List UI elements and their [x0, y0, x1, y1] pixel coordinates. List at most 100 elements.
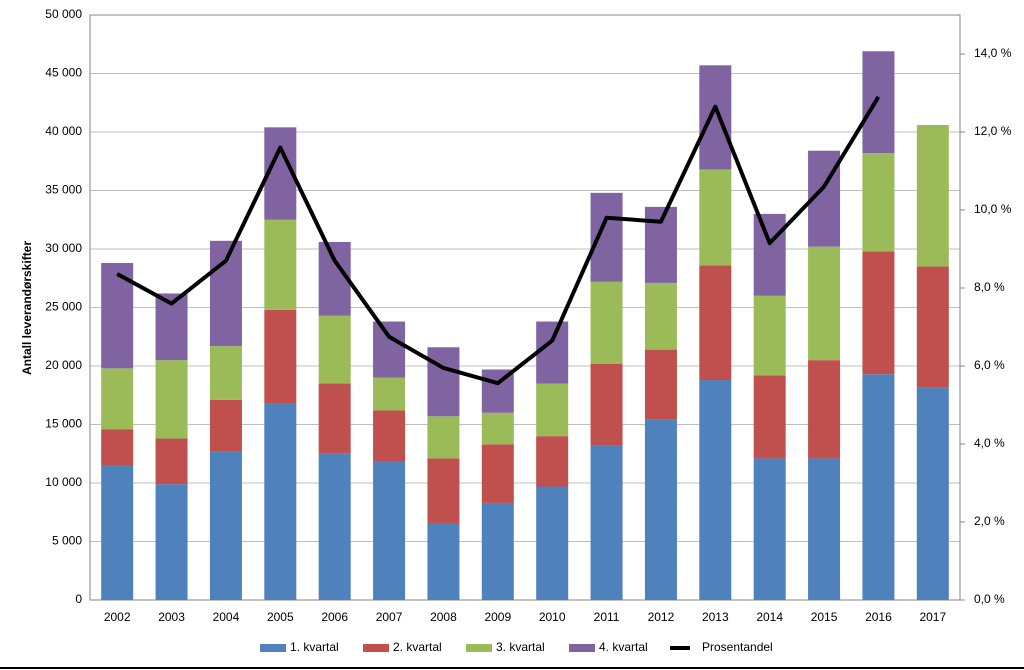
y-tick-label: 20 000	[45, 358, 82, 372]
bar	[264, 403, 297, 600]
x-tick-label: 2016	[865, 610, 892, 624]
x-tick-label: 2017	[919, 610, 946, 624]
y-tick-label: 25 000	[45, 300, 82, 314]
x-tick-label: 2011	[594, 610, 620, 624]
legend-label: 1. kvartal	[290, 640, 339, 654]
bar	[318, 453, 351, 600]
x-tick-label: 2007	[376, 610, 403, 624]
y2-tick-label: 8,0 %	[974, 280, 1005, 294]
bar	[590, 445, 623, 600]
legend-swatch	[363, 644, 389, 652]
y2-tick-label: 0,0 %	[974, 592, 1005, 606]
x-tick-label: 2005	[267, 610, 294, 624]
legend-swatch	[466, 644, 492, 652]
y2-tick-label: 4,0 %	[974, 436, 1005, 450]
bar	[318, 383, 351, 454]
bar	[155, 438, 188, 485]
bar	[155, 360, 188, 439]
bar	[101, 429, 134, 466]
bar	[916, 124, 949, 267]
bar	[427, 347, 460, 417]
y2-tick-label: 6,0 %	[974, 358, 1005, 372]
bar	[536, 383, 569, 437]
legend-label: 2. kvartal	[393, 640, 442, 654]
legend-swatch	[260, 644, 286, 652]
bar	[808, 458, 841, 600]
x-tick-label: 2003	[158, 610, 185, 624]
legend-label: 4. kvartal	[599, 640, 648, 654]
line	[116, 95, 881, 386]
bar	[590, 192, 623, 282]
y-tick-label: 5 000	[52, 534, 82, 548]
bar	[916, 387, 949, 600]
bar	[101, 368, 134, 430]
x-tick-label: 2012	[648, 610, 675, 624]
bar	[209, 346, 242, 400]
y2-tick-label: 12,0 %	[974, 124, 1012, 138]
bar	[862, 374, 895, 600]
bar	[536, 321, 569, 384]
y-tick-label: 40 000	[45, 124, 82, 138]
bar	[808, 246, 841, 361]
bar	[209, 399, 242, 452]
x-tick-label: 2004	[213, 610, 240, 624]
x-tick-label: 2008	[430, 610, 457, 624]
bar	[427, 416, 460, 459]
bar	[209, 451, 242, 600]
legend-label: 3. kvartal	[496, 640, 545, 654]
y2-tick-label: 14,0 %	[974, 46, 1012, 60]
bar	[481, 412, 514, 445]
bar	[318, 315, 351, 384]
bar	[590, 281, 623, 364]
bar	[644, 349, 677, 420]
bar	[536, 436, 569, 487]
bar	[699, 169, 732, 266]
y-axis-title: Antall leverandørskifter	[20, 241, 34, 375]
bar	[373, 377, 406, 411]
plot-frame	[89, 14, 961, 601]
bar	[264, 309, 297, 404]
y-tick-label: 10 000	[45, 475, 82, 489]
x-tick-label: 2014	[756, 610, 783, 624]
y-tick-label: 30 000	[45, 241, 82, 255]
y-tick-label: 35 000	[45, 183, 82, 197]
x-tick-label: 2013	[702, 610, 729, 624]
x-tick-label: 2002	[104, 610, 131, 624]
legend-label: Prosentandel	[702, 640, 773, 654]
bar	[862, 51, 895, 154]
bar	[753, 295, 786, 376]
bar	[536, 486, 569, 600]
bar	[753, 213, 786, 296]
x-tick-label: 2010	[539, 610, 566, 624]
bar	[699, 65, 732, 170]
bar	[644, 419, 677, 600]
bar	[862, 251, 895, 375]
bar	[427, 458, 460, 524]
legend-swatch	[569, 644, 595, 652]
bar	[808, 360, 841, 459]
y-tick-label: 15 000	[45, 417, 82, 431]
x-tick-label: 2015	[811, 610, 838, 624]
y-tick-label: 50 000	[45, 7, 82, 21]
bar	[373, 410, 406, 462]
bar	[264, 219, 297, 310]
bar	[753, 375, 786, 459]
x-tick-label: 2009	[484, 610, 511, 624]
bar	[862, 153, 895, 252]
bar	[481, 502, 514, 600]
bar	[753, 458, 786, 600]
bar	[373, 321, 406, 378]
bar	[699, 265, 732, 381]
bar	[644, 282, 677, 350]
y-tick-label: 45 000	[45, 66, 82, 80]
bar	[699, 380, 732, 600]
y2-tick-label: 2,0 %	[974, 514, 1005, 528]
bar	[101, 465, 134, 600]
x-tick-label: 2006	[321, 610, 348, 624]
bar	[373, 461, 406, 600]
bar	[155, 484, 188, 600]
bar	[590, 363, 623, 446]
y2-tick-label: 10,0 %	[974, 202, 1012, 216]
bar	[916, 266, 949, 388]
